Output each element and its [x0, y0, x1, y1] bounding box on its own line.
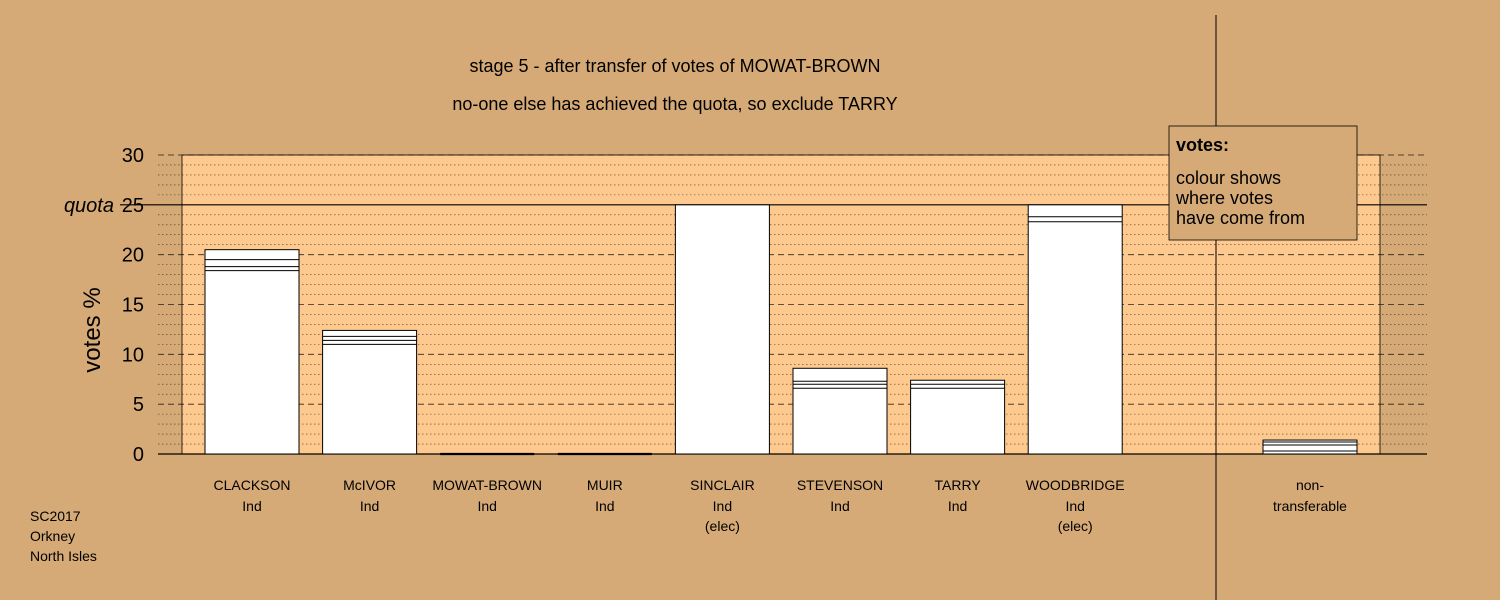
- y-tick-label: 25: [122, 195, 144, 217]
- candidate-tarry-bar: [910, 379, 1006, 455]
- candidate-woodbridge-name-label: WOODBRIDGE: [1026, 477, 1125, 493]
- candidate-clackson-bar: [204, 249, 300, 455]
- candidate-clackson-party-label: Ind: [242, 498, 261, 514]
- candidate-muir-name-label: MUIR: [587, 477, 623, 493]
- footer-line-election: SC2017: [30, 508, 81, 524]
- candidate-tarry-party-label: Ind: [948, 498, 967, 514]
- candidate-mowat-brown-party-label: Ind: [477, 498, 496, 514]
- y-tick-label: 0: [133, 444, 144, 466]
- chart-title-line: no-one else has achieved the quota, so e…: [452, 94, 897, 114]
- y-tick-label: 20: [122, 245, 144, 267]
- candidate-woodbridge-bar: [1027, 204, 1123, 455]
- non-transferable-label-line1: non-: [1296, 477, 1324, 493]
- y-axis-label: votes %: [79, 287, 106, 372]
- footer-label: SC2017 Orkney North Isles: [30, 506, 97, 566]
- footer-line-ward: North Isles: [30, 548, 97, 564]
- candidate-woodbridge-status-label: (elec): [1058, 518, 1093, 534]
- legend-title: votes:: [1176, 135, 1229, 155]
- footer-line-council: Orkney: [30, 528, 76, 544]
- candidate-muir-party-label: Ind: [595, 498, 614, 514]
- candidate-mcivor-name-label: McIVOR: [343, 477, 396, 493]
- candidate-sinclair-party-label: Ind: [713, 498, 732, 514]
- legend-box: [1168, 125, 1358, 241]
- y-tick-label: 5: [133, 394, 144, 416]
- candidate-stevenson-bar: [792, 367, 888, 455]
- candidate-stevenson-party-label: Ind: [830, 498, 849, 514]
- legend-line: colour shows: [1176, 168, 1281, 188]
- candidate-tarry-name-label: TARRY: [935, 477, 982, 493]
- candidate-sinclair-status-label: (elec): [705, 518, 740, 534]
- quota-label: quota: [64, 195, 114, 217]
- legend-line: have come from: [1176, 208, 1305, 228]
- y-tick-label: 30: [122, 145, 144, 167]
- non-transferable-label-line2: transferable: [1273, 498, 1347, 514]
- candidate-mowat-brown-name-label: MOWAT-BROWN: [432, 477, 542, 493]
- chart-title-line: stage 5 - after transfer of votes of MOW…: [469, 56, 880, 76]
- legend-line: where votes: [1175, 188, 1273, 208]
- y-tick-label: 15: [122, 295, 144, 317]
- candidate-woodbridge-party-label: Ind: [1065, 498, 1084, 514]
- candidate-mcivor-bar: [322, 329, 418, 455]
- candidate-mcivor-party-label: Ind: [360, 498, 379, 514]
- candidate-sinclair-name-label: SINCLAIR: [690, 477, 755, 493]
- candidate-stevenson-name-label: STEVENSON: [797, 477, 883, 493]
- y-tick-label: 10: [122, 344, 144, 366]
- candidate-sinclair-bar: [674, 204, 770, 455]
- candidate-clackson-name-label: CLACKSON: [213, 477, 290, 493]
